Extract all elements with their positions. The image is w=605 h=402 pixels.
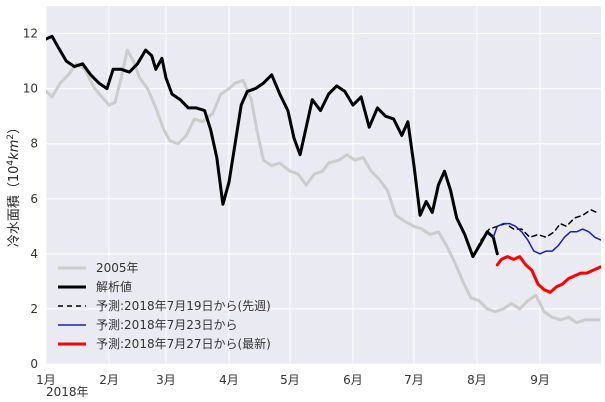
y-axis-label-open: （10 xyxy=(7,166,22,196)
x-tick-label: 1月 xyxy=(36,373,56,387)
series-line-2 xyxy=(46,34,499,259)
legend-label-2: 解析値 xyxy=(96,279,132,294)
y-axis-label-close: ） xyxy=(7,121,22,134)
legend-label-5: 予測:2018年7月27日から(最新) xyxy=(96,336,271,351)
y-tick-label: 6 xyxy=(30,192,38,206)
year-label: 2018年 xyxy=(46,385,89,399)
x-tick-label: 2月 xyxy=(99,373,119,387)
y-axis-label-sup2: 2 xyxy=(6,134,16,140)
x-tick-label: 6月 xyxy=(343,373,363,387)
x-tick-labels: 1月 2月 3月 4月 5月 6月 7月 8月 9月 xyxy=(36,373,550,387)
y-tick-label: 12 xyxy=(23,27,38,41)
y-tick-labels: 0 2 4 6 8 10 12 xyxy=(23,27,38,371)
y-tick-label: 4 xyxy=(30,247,38,261)
series-line-4 xyxy=(492,222,601,255)
x-tick-label: 9月 xyxy=(530,373,550,387)
y-axis-label-main: 冷水面積 xyxy=(7,195,22,247)
legend-label-3: 予測:2018年7月19日から(先週) xyxy=(96,299,271,313)
legend-label-4: 予測:2018年7月23日から xyxy=(96,318,238,332)
x-tick-label: 3月 xyxy=(156,373,176,387)
x-tick-label: 8月 xyxy=(467,373,487,387)
series-line-5 xyxy=(495,255,601,294)
series-group xyxy=(46,34,601,325)
x-tick-label: 4月 xyxy=(219,373,239,387)
y-axis-label-sup: 4 xyxy=(6,160,16,166)
x-tick-label: 5月 xyxy=(280,373,300,387)
series-line-1 xyxy=(46,48,601,325)
y-tick-label: 10 xyxy=(23,82,38,96)
legend-label-1: 2005年 xyxy=(96,261,139,275)
y-tick-label: 0 xyxy=(30,357,38,371)
x-tick-label: 7月 xyxy=(404,373,424,387)
y-axis-label: 冷水面積（104km2） xyxy=(6,121,22,247)
y-tick-label: 2 xyxy=(30,302,38,316)
y-axis-label-km: km xyxy=(7,140,22,160)
series-line-3 xyxy=(472,209,598,258)
y-tick-label: 8 xyxy=(30,137,38,151)
